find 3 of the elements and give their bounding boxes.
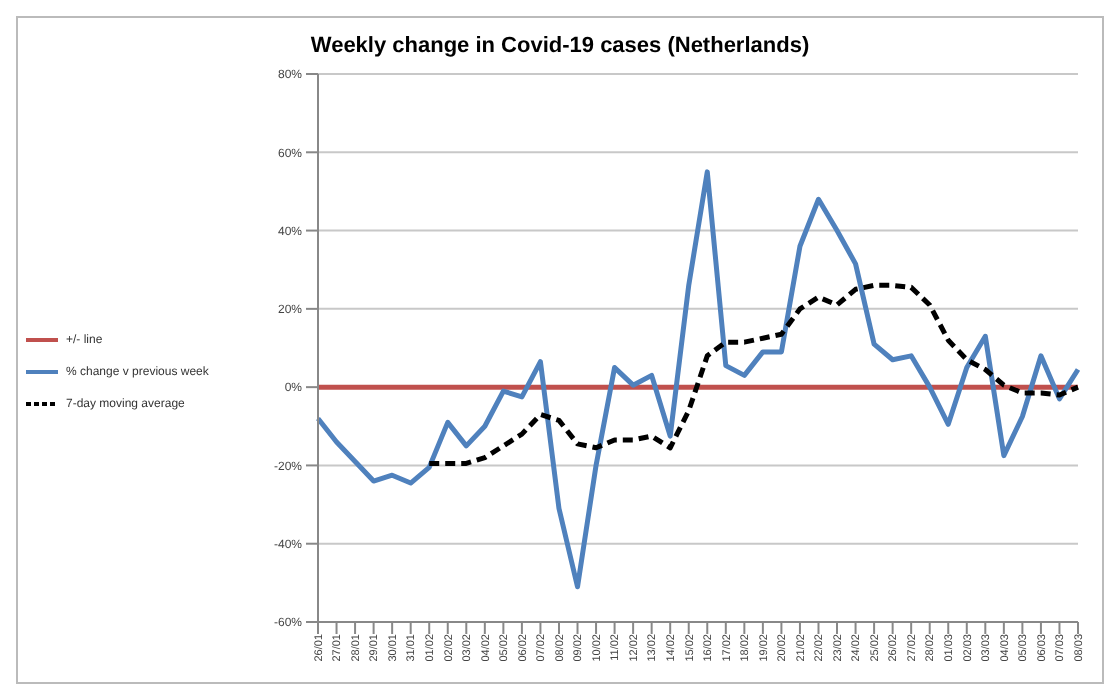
- line-series: [426, 282, 1081, 466]
- line-series: [315, 169, 1081, 590]
- chart-title: Weekly change in Covid-19 cases (Netherlands): [308, 32, 812, 62]
